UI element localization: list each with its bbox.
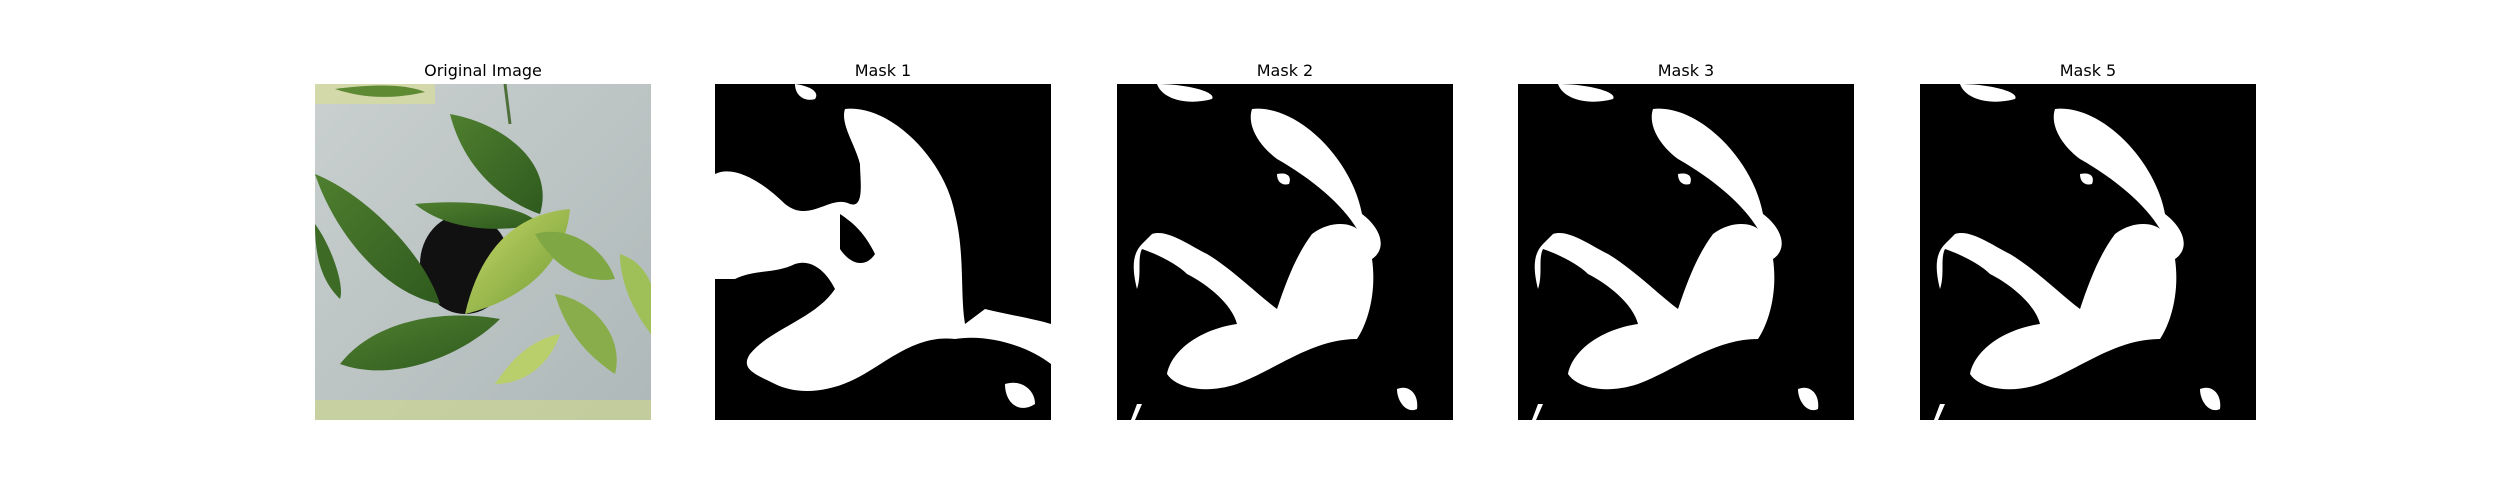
panel-title: Mask 3 xyxy=(1657,61,1715,80)
panel-mask-5: Mask 5 xyxy=(1920,58,2256,420)
panel-title: Mask 1 xyxy=(854,61,912,80)
panel-mask-1: Mask 1 xyxy=(715,58,1051,420)
mask-image xyxy=(1920,84,2256,420)
plant-photo xyxy=(315,84,651,420)
panel-mask-2: Mask 2 xyxy=(1117,58,1453,420)
panel-title: Original Image xyxy=(424,61,542,80)
panel-mask-3: Mask 3 xyxy=(1518,58,1854,420)
mask-image xyxy=(1117,84,1453,420)
panel-original: Original Image xyxy=(315,58,651,420)
mask-image xyxy=(1518,84,1854,420)
mask-image xyxy=(715,84,1051,420)
panel-title: Mask 5 xyxy=(2059,61,2117,80)
panel-title: Mask 2 xyxy=(1256,61,1314,80)
